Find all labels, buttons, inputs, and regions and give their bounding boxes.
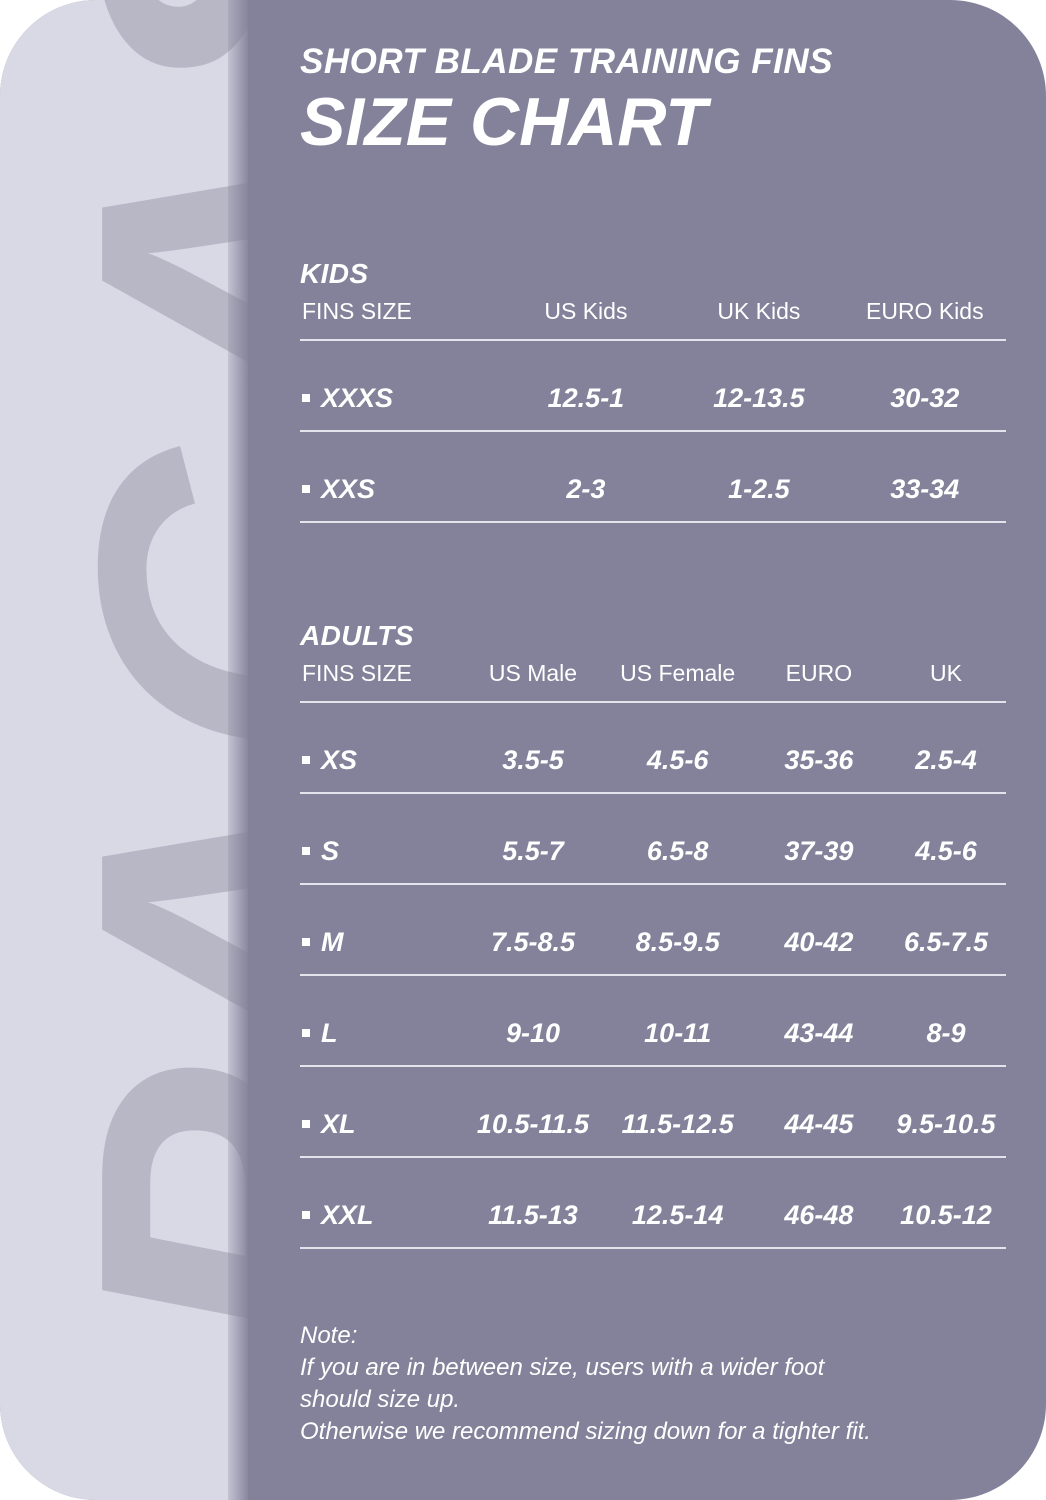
bullet-square-icon — [302, 484, 310, 493]
bullet-square-icon — [302, 1028, 310, 1037]
column-header-us-male: US Male — [462, 660, 604, 703]
column-header-euro-kids: EURO Kids — [843, 298, 1006, 341]
cell-fins-size: XXXS — [300, 340, 498, 432]
size-label: M — [321, 927, 344, 957]
cell-us-male: 7.5-8.5 — [462, 884, 604, 976]
kids-section: KIDS FINS SIZE US Kids UK Kids EURO Kids… — [300, 258, 1006, 523]
cell-fins-size: XS — [300, 702, 463, 794]
cell-fins-size: M — [300, 884, 463, 976]
cell-fins-size: XXL — [300, 1157, 463, 1249]
cell-euro: 46-48 — [751, 1157, 886, 1249]
adults-section-label: ADULTS — [300, 620, 414, 651]
size-label: XXXS — [321, 383, 394, 413]
kids-section-label: KIDS — [300, 258, 369, 289]
table-row: XS 3.5-5 4.5-6 35-36 2.5-4 — [300, 702, 1006, 794]
cell-us-kids: 12.5-1 — [497, 340, 675, 432]
table-row: S 5.5-7 6.5-8 37-39 4.5-6 — [300, 793, 1006, 885]
cell-euro-kids: 30-32 — [843, 340, 1006, 432]
cell-fins-size: XL — [300, 1066, 463, 1158]
bullet-square-icon — [302, 1210, 310, 1219]
note-block: Note: If you are in between size, users … — [300, 1320, 1010, 1448]
cell-euro: 40-42 — [751, 884, 886, 976]
cell-us-female: 12.5-14 — [603, 1157, 752, 1249]
table-row: L 9-10 10-11 43-44 8-9 — [300, 975, 1006, 1067]
bullet-square-icon — [302, 846, 310, 855]
table-row: XXS 2-3 1-2.5 33-34 — [300, 431, 1006, 523]
cell-us-kids: 2-3 — [497, 431, 675, 523]
cell-us-female: 8.5-9.5 — [603, 884, 752, 976]
cell-us-female: 11.5-12.5 — [603, 1066, 752, 1158]
kids-size-table: FINS SIZE US Kids UK Kids EURO Kids XXXS… — [300, 298, 1006, 523]
cell-euro: 44-45 — [751, 1066, 886, 1158]
adults-section: ADULTS FINS SIZE US Male US Female EURO … — [300, 620, 1006, 1249]
column-header-uk: UK — [885, 660, 1006, 703]
size-label: XXS — [321, 474, 376, 504]
cell-euro: 35-36 — [751, 702, 886, 794]
cell-us-male: 9-10 — [462, 975, 604, 1067]
column-header-euro: EURO — [751, 660, 886, 703]
cell-us-female: 10-11 — [603, 975, 752, 1067]
column-header-fins-size: FINS SIZE — [300, 660, 463, 703]
column-header-us-female: US Female — [603, 660, 752, 703]
size-label: L — [321, 1018, 338, 1048]
cell-uk-kids: 1-2.5 — [674, 431, 844, 523]
note-line: If you are in between size, users with a… — [300, 1353, 825, 1381]
cell-us-female: 4.5-6 — [603, 702, 752, 794]
column-header-fins-size: FINS SIZE — [300, 298, 498, 341]
table-header-row: FINS SIZE US Male US Female EURO UK — [300, 660, 1006, 703]
note-line: Otherwise we recommend sizing down for a… — [300, 1417, 871, 1445]
note-line: should size up. — [300, 1385, 461, 1413]
cell-uk: 9.5-10.5 — [885, 1066, 1006, 1158]
bullet-square-icon — [302, 393, 310, 402]
bullet-square-icon — [302, 1119, 310, 1128]
table-row: XL 10.5-11.5 11.5-12.5 44-45 9.5-10.5 — [300, 1066, 1006, 1158]
size-label: XS — [321, 745, 358, 775]
cell-uk: 10.5-12 — [885, 1157, 1006, 1249]
adults-size-table: FINS SIZE US Male US Female EURO UK XS 3… — [300, 660, 1006, 1249]
table-row: XXXS 12.5-1 12-13.5 30-32 — [300, 340, 1006, 432]
cell-uk: 8-9 — [885, 975, 1006, 1067]
column-header-us-kids: US Kids — [497, 298, 675, 341]
bullet-square-icon — [302, 755, 310, 764]
cell-euro: 37-39 — [751, 793, 886, 885]
size-label: S — [321, 836, 340, 866]
cell-euro-kids: 33-34 — [843, 431, 1006, 523]
cell-fins-size: L — [300, 975, 463, 1067]
size-label: XXL — [321, 1200, 374, 1230]
chart-header: SHORT BLADE TRAINING FINS SIZE CHART — [300, 42, 1010, 160]
product-title: SHORT BLADE TRAINING FINS — [300, 42, 833, 81]
page-title: SIZE CHART — [300, 84, 707, 161]
size-label: XL — [321, 1109, 356, 1139]
table-row: XXL 11.5-13 12.5-14 46-48 10.5-12 — [300, 1157, 1006, 1249]
column-header-uk-kids: UK Kids — [674, 298, 844, 341]
watermark-edge-gradient — [228, 0, 248, 1500]
cell-euro: 43-44 — [751, 975, 886, 1067]
table-header-row: FINS SIZE US Kids UK Kids EURO Kids — [300, 298, 1006, 341]
cell-us-female: 6.5-8 — [603, 793, 752, 885]
cell-uk-kids: 12-13.5 — [674, 340, 844, 432]
cell-fins-size: S — [300, 793, 463, 885]
cell-us-male: 5.5-7 — [462, 793, 604, 885]
table-row: M 7.5-8.5 8.5-9.5 40-42 6.5-7.5 — [300, 884, 1006, 976]
cell-us-male: 10.5-11.5 — [462, 1066, 604, 1158]
cell-us-male: 3.5-5 — [462, 702, 604, 794]
cell-uk: 6.5-7.5 — [885, 884, 1006, 976]
note-line: Note: — [300, 1322, 358, 1349]
cell-us-male: 11.5-13 — [462, 1157, 604, 1249]
cell-fins-size: XXS — [300, 431, 498, 523]
cell-uk: 2.5-4 — [885, 702, 1006, 794]
cell-uk: 4.5-6 — [885, 793, 1006, 885]
watermark-band: PACAS — [0, 0, 248, 1500]
bullet-square-icon — [302, 937, 310, 946]
